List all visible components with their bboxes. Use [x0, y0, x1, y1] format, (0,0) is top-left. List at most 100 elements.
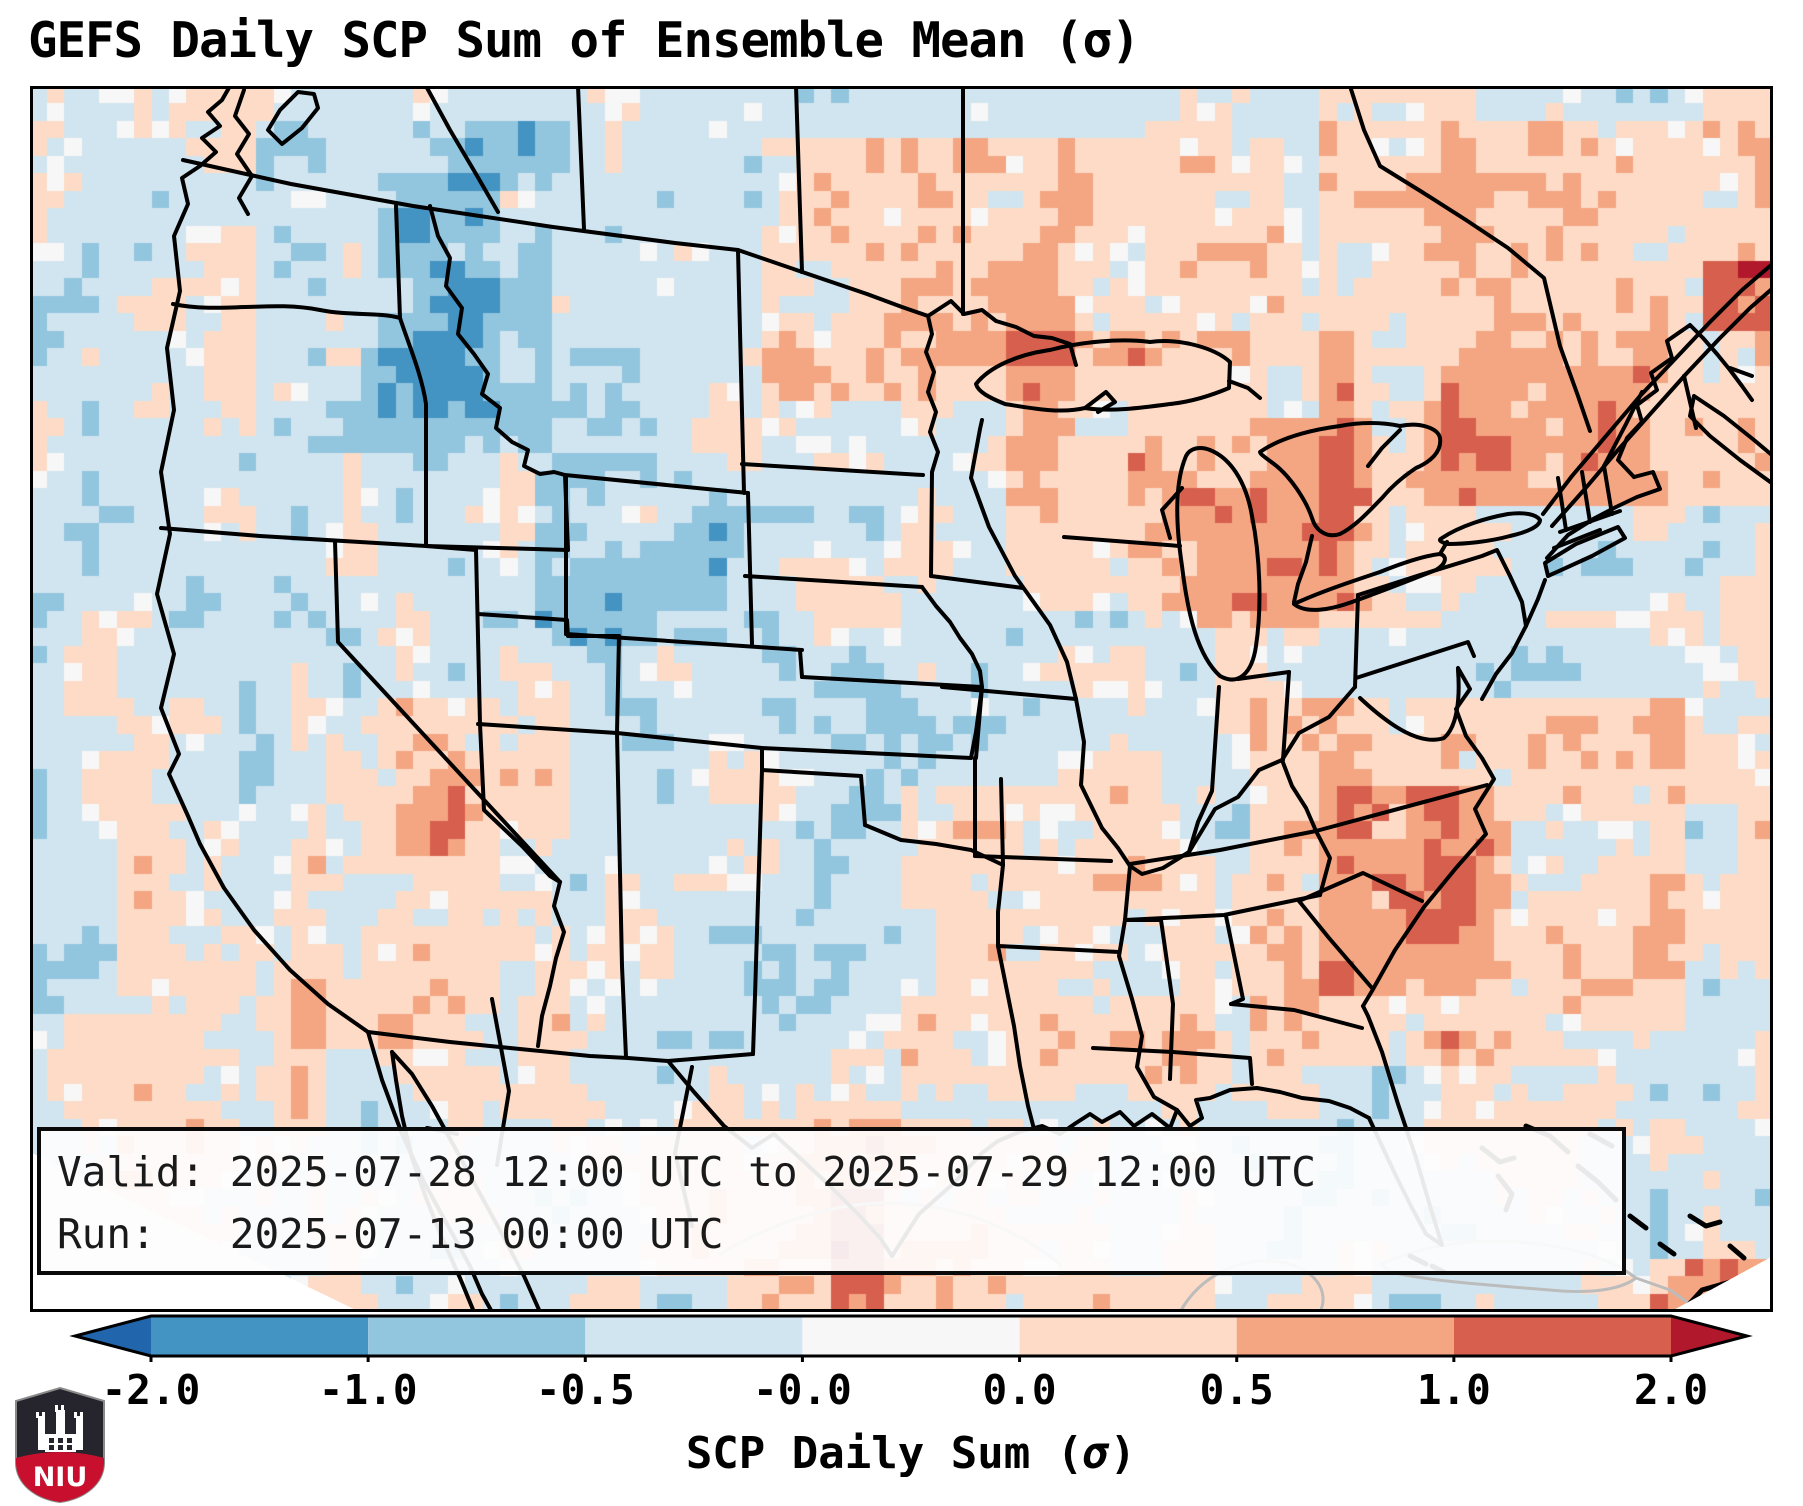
st-marys-river: [1227, 379, 1262, 400]
border-nv-az: [478, 722, 562, 884]
border-al-fl: [1171, 1050, 1254, 1086]
lake-superior: [974, 338, 1232, 413]
colorbar-axis-label: SCP Daily Sum (σ): [151, 1428, 1671, 1479]
colorbar-segment: [368, 1316, 586, 1356]
colorbar-tick-label: -0.5: [535, 1366, 635, 1414]
border-ms-la-31n: [1091, 1046, 1175, 1054]
green-bay: [1160, 486, 1184, 540]
colorbar-tick-label: -1.0: [318, 1366, 418, 1414]
st-clair-detroit-river: [1292, 534, 1314, 604]
border-qc-me: [1602, 390, 1644, 468]
niu-red-band: [16, 1452, 104, 1502]
border-ky-wv: [1280, 758, 1318, 833]
colorbar-segment: [585, 1316, 803, 1356]
border-40n-ne-ks: [800, 675, 984, 689]
border-sd-ne: [743, 574, 924, 589]
border-az-nm: [615, 731, 628, 1059]
border-alberta-saskatchewan: [576, 86, 586, 231]
page-title: GEFS Daily SCP Sum of Ensemble Mean (σ): [28, 12, 1141, 69]
border-me-nb: [1682, 374, 1698, 430]
border-mt-dakotas: [736, 248, 746, 495]
border-ok-panhandle-south: [760, 768, 863, 778]
border-mi-in-oh: [1236, 670, 1291, 681]
border-us-mexico: [366, 1030, 670, 1063]
info-box: Valid: 2025-07-28 12:00 UTC to 2025-07-2…: [37, 1127, 1626, 1275]
border-nv-ut: [474, 548, 482, 726]
border-red-river-mn: [924, 314, 940, 578]
border-red-river-tx-ok: [863, 823, 1005, 867]
coastline-pei: [1728, 366, 1754, 378]
border-tx-ok-100w: [859, 774, 867, 827]
border-102w-short: [798, 648, 804, 679]
coastline-long-island: [1543, 525, 1627, 578]
coastline-vancouver-island: [266, 90, 320, 146]
keweenaw-peninsula: [1083, 390, 1117, 414]
coastline-mid-atlantic: [1480, 578, 1547, 701]
border-id-south: [424, 544, 570, 552]
border-wa-id: [394, 204, 402, 320]
coastline-pacific: [155, 86, 370, 1034]
border-al-ms: [1159, 918, 1175, 1081]
colorbar-arrow-left: [75, 1316, 151, 1356]
border-nc-sc: [1297, 871, 1424, 903]
border-us-canada: [181, 158, 1078, 367]
border-ma-north: [1558, 509, 1622, 534]
coastline-new-england: [1545, 470, 1662, 560]
border-tx-ar: [996, 863, 1005, 948]
sigma-symbol: σ: [1083, 1428, 1110, 1479]
colorbar-label-text: SCP Daily Sum (: [685, 1428, 1084, 1479]
border-tx-nm-32n: [666, 1052, 755, 1063]
colorbar-segment: [1019, 1316, 1237, 1356]
border-ontario-quebec: [1348, 86, 1592, 433]
border-wv-va-potomac: [1358, 668, 1461, 742]
lake-huron: [1258, 421, 1443, 538]
colorbar-segment: [1236, 1316, 1454, 1356]
border-saskatchewan-manitoba: [794, 86, 804, 274]
border-ky-tn: [1128, 829, 1318, 866]
st-lawrence-north-shore: [1541, 262, 1773, 516]
border-ct-ma: [1552, 528, 1602, 550]
border-ga-fl: [1229, 1002, 1364, 1030]
river-ohio: [1128, 685, 1357, 876]
border-tx-la-sabine: [996, 944, 1036, 1131]
coastline-nova-scotia: [1688, 394, 1773, 486]
colorbar-tick-label: 0.0: [982, 1366, 1057, 1414]
border-mn-ia: [929, 574, 1025, 590]
border-in-oh: [1281, 670, 1291, 762]
colorbar-tick-label: 1.0: [1416, 1366, 1491, 1414]
border-ca-az-colorado-river: [536, 880, 566, 1048]
border-wa-or: [171, 302, 402, 320]
border-bc-alberta: [424, 86, 500, 214]
border-tn-nc: [1314, 829, 1332, 897]
info-run-line: Run: 2025-07-13 00:00 UTC: [57, 1210, 724, 1258]
colorbar-label-close: ): [1109, 1428, 1137, 1479]
border-ut-co: [615, 634, 621, 735]
border-nh-me: [1602, 464, 1614, 516]
st-lawrence-south-shore: [1550, 286, 1773, 528]
border-oh-pa: [1353, 593, 1360, 689]
border-ga-al: [1224, 914, 1245, 1006]
border-wi-il: [1062, 535, 1182, 548]
border-vt-nh: [1580, 470, 1592, 524]
river-lower-mississippi: [1117, 864, 1179, 1112]
border-or-id: [398, 316, 428, 548]
border-il-in: [1187, 685, 1221, 854]
border-ca-nv: [333, 539, 562, 884]
border-ar-la: [996, 944, 1121, 954]
niu-castle-icon: [36, 1405, 83, 1452]
colorbar-tick-label: 2.0: [1633, 1366, 1709, 1414]
colorbar-arrow-right: [1671, 1316, 1747, 1356]
colorbar-segment: [802, 1316, 1020, 1356]
niu-logo: NIU: [15, 1386, 105, 1504]
river-upper-mississippi: [969, 418, 1132, 868]
islands-bahamas-chain: [1627, 1213, 1747, 1261]
colorbar-segment: [151, 1316, 369, 1356]
lake-erie: [1292, 552, 1447, 612]
projection-wedge-bottom-right: [1670, 1256, 1773, 1312]
lake-michigan: [1175, 446, 1262, 682]
border-ok-ar: [999, 777, 1005, 867]
border-tn-south: [1123, 893, 1322, 922]
border-missouri-river: [920, 585, 984, 689]
border-ny-vt: [1556, 476, 1568, 532]
border-mo-ar: [973, 854, 1113, 863]
